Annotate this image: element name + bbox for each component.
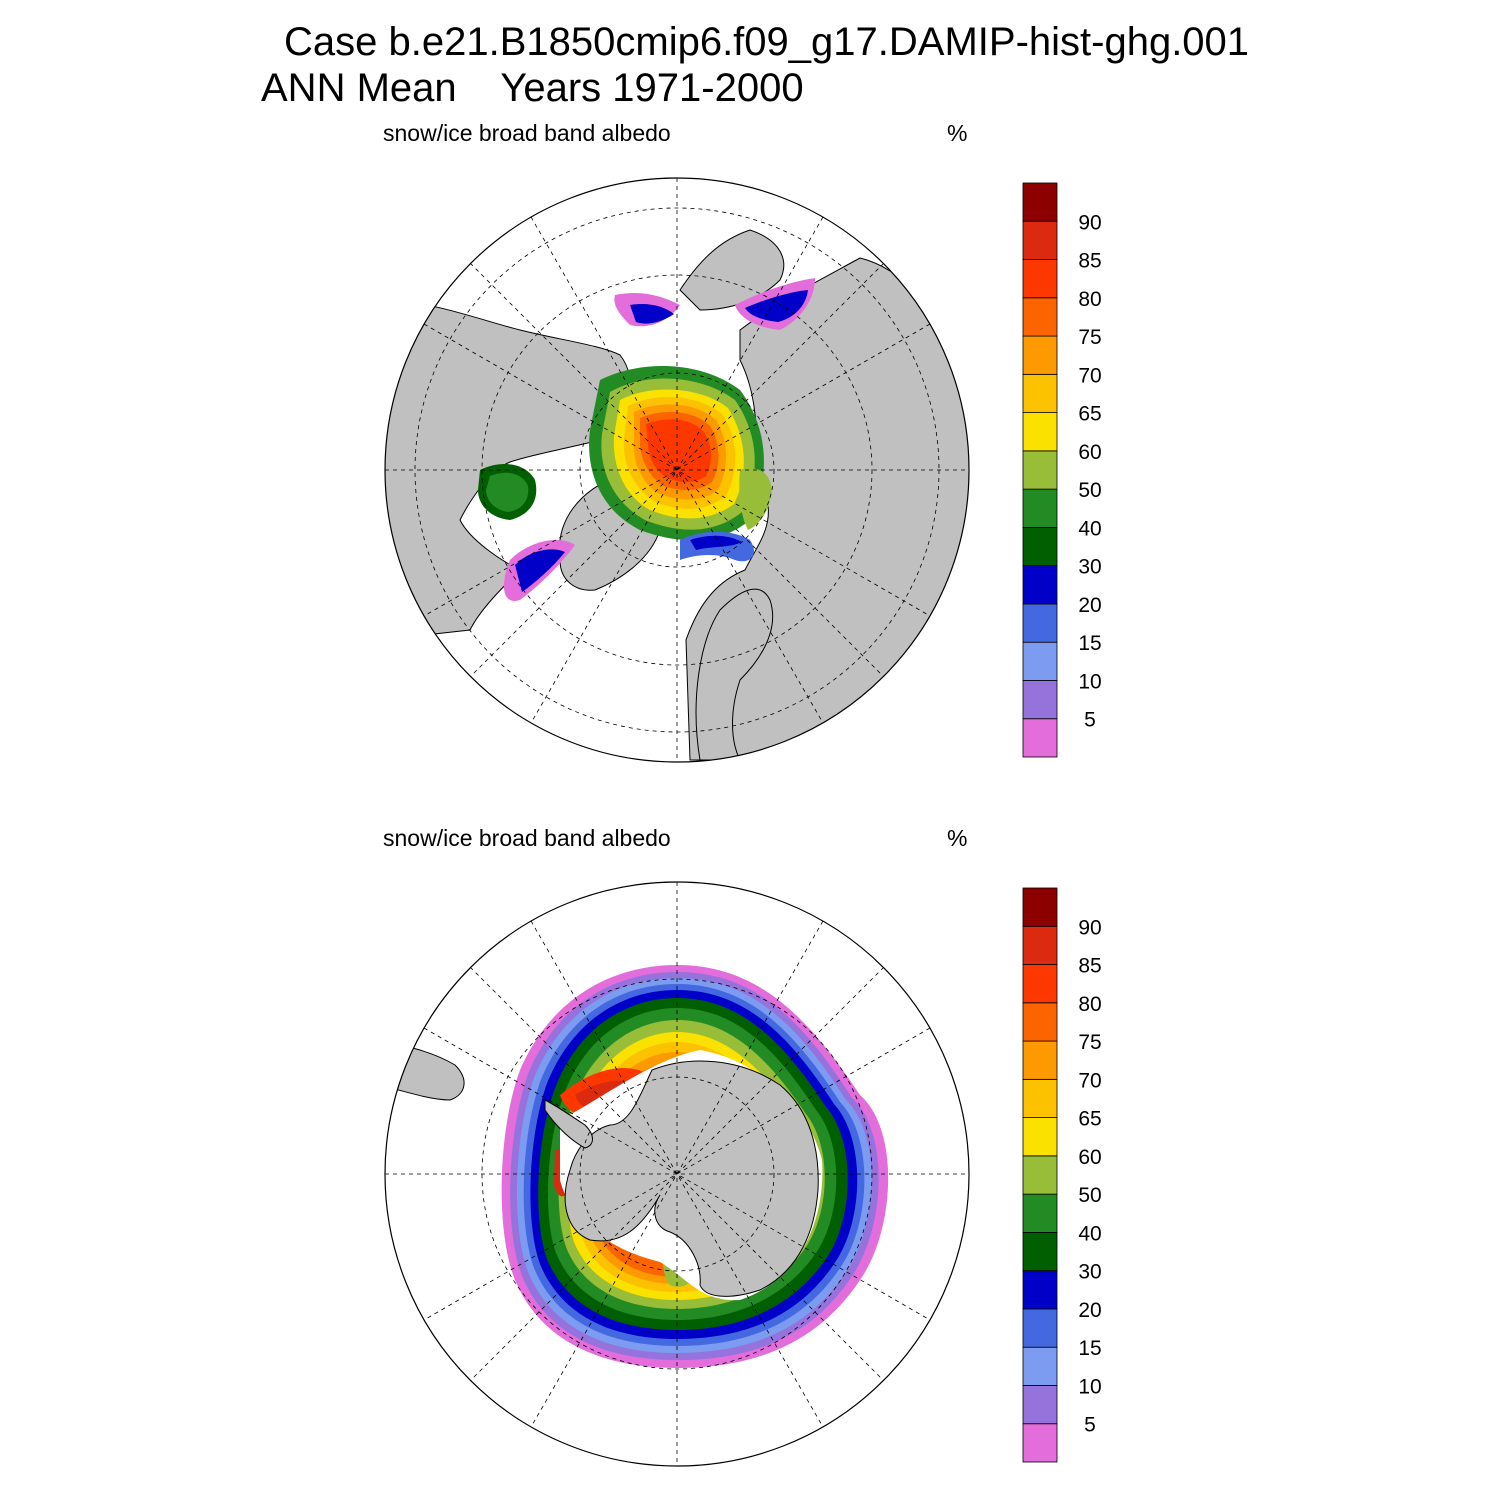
nh-graticule	[385, 178, 969, 762]
sh-colorbar: 90 85 80 75 70 65 60 50 40 30 20 15 10 5	[1022, 887, 1102, 1463]
sh-colorbar-swatch	[1022, 1040, 1058, 1080]
sh-colorbar-swatch	[1022, 1385, 1058, 1425]
nh-panel-title: snow/ice broad band albedo	[383, 120, 671, 146]
sh-colorbar-tick-label: 80	[1078, 993, 1101, 1016]
sh-colorbar-tick-label: 15	[1078, 1337, 1101, 1360]
nh-colorbar: 90 85 80 75 70 65 60 50 40 30 20 15 10 5	[1022, 182, 1102, 758]
nh-colorbar-swatch	[1022, 718, 1058, 758]
nh-colorbar-swatch	[1022, 488, 1058, 528]
sh-antarctica-land	[564, 1060, 819, 1297]
sh-polar-map	[384, 881, 970, 1467]
sh-colorbar-swatch	[1022, 1346, 1058, 1386]
nh-colorbar-swatch	[1022, 565, 1058, 605]
sh-colorbar-swatch	[1022, 1308, 1058, 1348]
sh-colorbar-swatch	[1022, 887, 1058, 927]
nh-colorbar-swatch	[1022, 182, 1058, 222]
nh-colorbar-tick-label: 15	[1078, 632, 1101, 655]
nh-colorbar-swatch	[1022, 297, 1058, 337]
nh-colorbar-tick-label: 90	[1078, 211, 1101, 234]
nh-polar-map	[384, 177, 970, 763]
sh-colorbar-swatch	[1022, 1078, 1058, 1119]
nh-colorbar-tick-label: 50	[1078, 479, 1101, 502]
sh-panel-title: snow/ice broad band albedo	[383, 825, 671, 851]
figure-title-line1: Case b.e21.B1850cmip6.f09_g17.DAMIP-hist…	[284, 20, 1250, 64]
sh-colorbar-swatch	[1022, 1423, 1058, 1463]
sh-colorbar-swatch	[1022, 1002, 1058, 1042]
nh-colorbar-swatch	[1022, 603, 1058, 643]
nh-colorbar-tick-label: 5	[1084, 709, 1096, 732]
sh-colorbar-tick-label: 10	[1078, 1375, 1101, 1398]
sh-colorbar-tick-label: 50	[1078, 1184, 1101, 1207]
sh-colorbar-tick-label: 65	[1078, 1108, 1101, 1131]
sh-colorbar-tick-label: 85	[1078, 955, 1101, 978]
sh-colorbar-tick-label: 90	[1078, 916, 1101, 939]
sh-colorbar-tick-label: 20	[1078, 1299, 1101, 1322]
nh-colorbar-tick-label: 60	[1078, 441, 1101, 464]
sh-colorbar-tick-label: 5	[1084, 1414, 1096, 1437]
nh-colorbar-swatch	[1022, 259, 1058, 299]
sh-colorbar-swatch	[1022, 1232, 1058, 1272]
nh-colorbar-swatch	[1022, 220, 1058, 260]
nh-colorbar-swatch	[1022, 680, 1058, 720]
nh-colorbar-tick-label: 75	[1078, 326, 1101, 349]
nh-colorbar-swatch	[1022, 412, 1058, 452]
nh-colorbar-tick-label: 20	[1078, 594, 1101, 617]
nh-sea-ice-field	[478, 278, 815, 601]
nh-colorbar-swatch	[1022, 373, 1058, 414]
sh-colorbar-tick-label: 60	[1078, 1146, 1101, 1169]
nh-colorbar-swatch	[1022, 450, 1058, 490]
nh-land	[385, 229, 969, 761]
sh-panel-unit: %	[947, 825, 968, 851]
sh-colorbar-swatch	[1022, 1117, 1058, 1157]
nh-colorbar-swatch	[1022, 527, 1058, 567]
nh-colorbar-tick-label: 10	[1078, 670, 1101, 693]
sh-graticule	[385, 882, 969, 1466]
nh-colorbar-tick-label: 30	[1078, 556, 1101, 579]
figure-title-line2: ANN Mean Years 1971-2000	[261, 66, 804, 110]
sh-colorbar-tick-label: 75	[1078, 1031, 1101, 1054]
nh-colorbar-tick-label: 40	[1078, 517, 1101, 540]
sh-colorbar-tick-label: 40	[1078, 1222, 1101, 1245]
nh-colorbar-tick-label: 80	[1078, 288, 1101, 311]
nh-colorbar-tick-label: 85	[1078, 250, 1101, 273]
sh-colorbar-tick-label: 70	[1078, 1069, 1101, 1092]
sh-colorbar-swatch	[1022, 1193, 1058, 1233]
nh-colorbar-swatch	[1022, 335, 1058, 375]
nh-map-border	[384, 177, 970, 763]
nh-panel-unit: %	[947, 120, 968, 146]
sh-map-border	[384, 881, 970, 1467]
nh-colorbar-tick-label: 65	[1078, 403, 1101, 426]
nh-colorbar-swatch	[1022, 641, 1058, 681]
sh-colorbar-swatch	[1022, 1155, 1058, 1195]
sh-colorbar-swatch	[1022, 964, 1058, 1004]
sh-colorbar-swatch	[1022, 1270, 1058, 1310]
nh-colorbar-tick-label: 70	[1078, 364, 1101, 387]
sh-antarctic-peninsula	[544, 1099, 593, 1149]
sh-colorbar-swatch	[1022, 925, 1058, 965]
sh-colorbar-tick-label: 30	[1078, 1261, 1101, 1284]
